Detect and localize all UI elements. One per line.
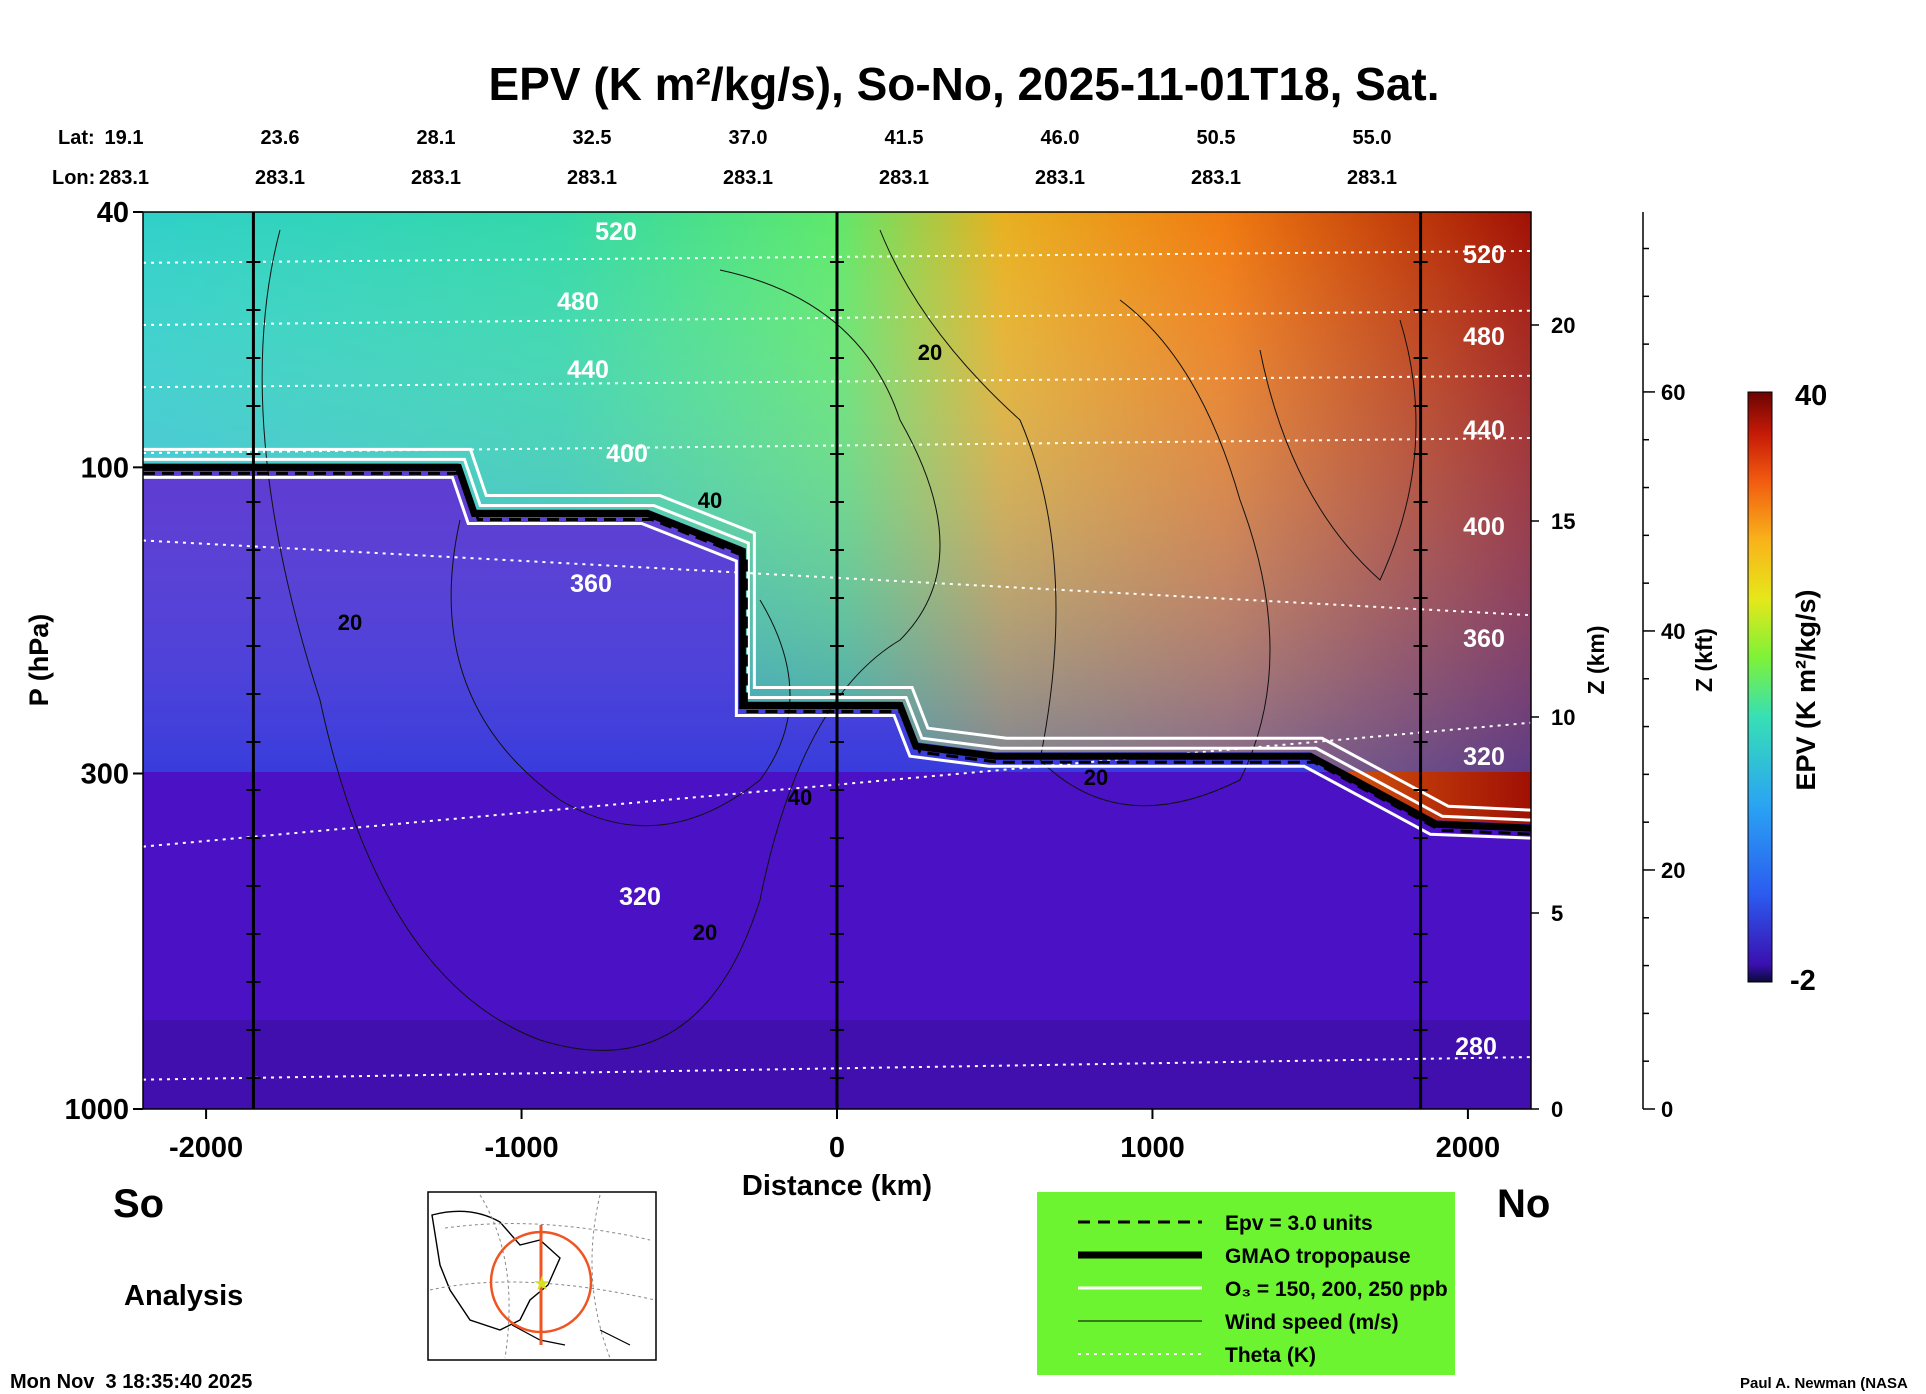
colorbar-min-label: -2: [1790, 965, 1816, 997]
y-tick-label: 100: [81, 452, 129, 484]
legend-label: O₃ = 150, 200, 250 ppb: [1225, 1278, 1448, 1301]
y-tick-label: 300: [81, 758, 129, 790]
z-kft-axis: 60 40 20 0: [1642, 212, 1685, 1122]
vertical-reference-lines: [246, 212, 1428, 1109]
lon-value: 283.1: [411, 167, 461, 189]
wind-contour-label: 20: [918, 340, 942, 365]
lon-value: 283.1: [567, 167, 617, 189]
lat-lon-row: 19.1 23.6 28.1 32.5 37.0 41.5 46.0 50.5 55.0 283.…: [99, 127, 1397, 189]
lon-value: 283.1: [1191, 167, 1241, 189]
lat-value: 28.1: [417, 127, 456, 149]
lat-value: 55.0: [1353, 127, 1392, 149]
lat-value: 37.0: [729, 127, 768, 149]
author-credit: Paul A. Newman (NASA: [1740, 1375, 1908, 1392]
y-axis-label: P (hPa): [24, 614, 54, 707]
wind-contour-label: 40: [698, 488, 722, 513]
z-kft-axis-label: Z (kft): [1691, 628, 1717, 692]
theta-contour-label: 320: [619, 883, 661, 911]
theta-contour-label: 480: [1463, 323, 1505, 351]
epv-3-units-line: [143, 471, 1531, 836]
theta-contour-label: 360: [570, 570, 612, 598]
lat-value: 32.5: [573, 127, 612, 149]
legend-label: GMAO tropopause: [1225, 1245, 1411, 1268]
legend-label: Theta (K): [1225, 1344, 1316, 1367]
theta-contour-label: 320: [1463, 743, 1505, 771]
wind-contour: [1259, 319, 1417, 581]
lon-label: Lon:: [52, 167, 95, 189]
z-km-tick-label: 20: [1551, 313, 1575, 338]
theta-contour-label: 440: [567, 356, 609, 384]
wind-contour: [879, 229, 1271, 807]
legend-label: Epv = 3.0 units: [1225, 1212, 1373, 1235]
z-km-tick-label: 10: [1551, 705, 1575, 730]
analysis-label: Analysis: [124, 1280, 243, 1312]
lon-value: 283.1: [1035, 167, 1085, 189]
lat-value: 50.5: [1197, 127, 1236, 149]
gmao-tropopause-line: [143, 463, 1531, 832]
z-km-axis-label: Z (km): [1583, 626, 1609, 695]
z-kft-tick-label: 20: [1661, 858, 1685, 883]
x-tick-label: 1000: [1120, 1132, 1185, 1164]
location-inset-map: ★: [427, 1191, 657, 1361]
wind-contour: [261, 229, 941, 1051]
north-end-label: No: [1497, 1182, 1550, 1226]
ozone-contour-200: [143, 457, 1531, 822]
x-tick-label: 2000: [1436, 1132, 1501, 1164]
z-kft-tick-label: 60: [1661, 380, 1685, 405]
x-tick-label: 0: [829, 1132, 845, 1164]
lon-value: 283.1: [723, 167, 773, 189]
theta-contour-label: 520: [1463, 241, 1505, 269]
plot-area: 520 480 440 400 360 320 280 520 480 440 400 360 320 2…: [143, 212, 1531, 1109]
theta-contour-label: 280: [1455, 1033, 1497, 1061]
theta-contour-label: 400: [1463, 513, 1505, 541]
theta-contour-label: 360: [1463, 625, 1505, 653]
south-end-label: So: [113, 1182, 164, 1226]
wind-contour-label: 20: [338, 610, 362, 635]
z-km-tick-label: 5: [1551, 901, 1563, 926]
ozone-contour-250: [143, 475, 1531, 840]
y-tick-label: 1000: [64, 1094, 129, 1126]
z-kft-tick-label: 40: [1661, 619, 1685, 644]
y-tick-label: 40: [97, 197, 129, 229]
lat-value: 46.0: [1041, 127, 1080, 149]
wind-contour-label: 20: [693, 920, 717, 945]
z-km-tick-label: 0: [1551, 1097, 1563, 1122]
theta-contour-label: 520: [595, 218, 637, 246]
theta-contour-label: 440: [1463, 416, 1505, 444]
theta-contour-label: 400: [606, 440, 648, 468]
x-axis: -2000 -1000 0 1000 2000: [169, 1109, 1500, 1164]
z-km-tick-label: 15: [1551, 509, 1575, 534]
colorbar-max-label: 40: [1795, 380, 1827, 412]
svg-text:★: ★: [533, 1271, 551, 1295]
wind-contour-label: 40: [788, 785, 812, 810]
y-axis: 40 100 300 1000: [64, 197, 143, 1126]
legend: Epv = 3.0 units GMAO tropopause O₃ = 150, …: [1037, 1192, 1455, 1375]
lat-label: Lat:: [58, 127, 95, 149]
lat-value: 23.6: [261, 127, 300, 149]
chart-title: EPV (K m²/kg/s), So-No, 2025-11-01T18, S…: [489, 58, 1440, 110]
timestamp: Mon Nov 3 18:35:40 2025: [10, 1371, 252, 1393]
lat-value: 41.5: [885, 127, 924, 149]
lon-value: 283.1: [1347, 167, 1397, 189]
x-tick-label: -2000: [169, 1132, 243, 1164]
z-kft-tick-label: 0: [1661, 1097, 1673, 1122]
x-axis-label: Distance (km): [742, 1170, 932, 1202]
lon-value: 283.1: [99, 167, 149, 189]
wind-contour-label: 20: [1084, 765, 1108, 790]
theta-contour-label: 480: [557, 288, 599, 316]
colorbar-label: EPV (K m²/kg/s): [1791, 589, 1821, 790]
colorbar: [1747, 391, 1773, 983]
lat-value: 19.1: [105, 127, 144, 149]
legend-label: Wind speed (m/s): [1225, 1311, 1399, 1334]
ozone-contour-150: [143, 447, 1531, 812]
x-tick-label: -1000: [484, 1132, 558, 1164]
z-km-axis: 20 15 10 5 0: [1531, 313, 1575, 1122]
lon-value: 283.1: [879, 167, 929, 189]
contour-labels: 520 480 440 400 360 320 280 520 480 440 400 360 320 2…: [338, 218, 1505, 1061]
lon-value: 283.1: [255, 167, 305, 189]
